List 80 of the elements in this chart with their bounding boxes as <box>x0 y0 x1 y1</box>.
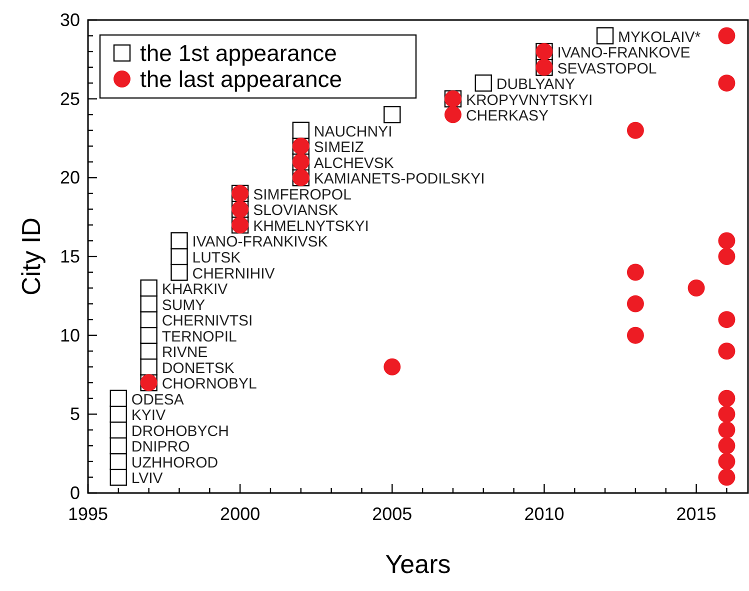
annotation: MYKOLAIV* <box>618 28 701 46</box>
point <box>626 326 644 344</box>
point <box>444 106 462 124</box>
annotation: UZHHOROD <box>131 454 218 472</box>
x-axis-title: Years <box>385 549 451 579</box>
legend-label: the last appearance <box>140 66 342 92</box>
y-axis-title: City ID <box>16 218 46 296</box>
annotation: DROHOBYCH <box>131 422 229 440</box>
point <box>718 311 736 328</box>
point <box>718 437 736 454</box>
point <box>170 264 188 281</box>
point <box>170 248 188 266</box>
y-tick-label: 5 <box>70 404 80 424</box>
point <box>384 106 401 124</box>
y-tick-label: 10 <box>60 325 80 346</box>
y-tick-label: 30 <box>60 10 80 30</box>
point <box>718 452 736 470</box>
annotation: KHMELNYTSKYI <box>253 218 369 235</box>
annotation: SLOVIANSK <box>253 202 338 220</box>
y-tick-label: 25 <box>60 88 80 109</box>
annotation: KAMIANETS-PODILSKYI <box>314 170 485 188</box>
annotation: SUMY <box>162 296 206 314</box>
point <box>718 27 736 44</box>
annotation: CHERNIHIV <box>192 265 275 282</box>
annotation: CHERNIVTSI <box>162 312 253 330</box>
point <box>718 248 736 265</box>
annotation: LVIV <box>131 470 163 488</box>
point <box>718 468 736 486</box>
point <box>718 232 736 250</box>
annotation: SEVASTOPOL <box>557 60 657 78</box>
point <box>718 421 736 438</box>
annotation: TERNOPIL <box>162 328 237 346</box>
point <box>718 390 736 407</box>
y-tick-label: 15 <box>60 246 80 266</box>
annotation: ALCHEVSK <box>314 154 394 172</box>
point <box>110 468 128 486</box>
annotation: SIMFEROPOL <box>253 186 352 204</box>
annotation: SIMEIZ <box>314 139 364 156</box>
annotation: KROPYVNYTSKYI <box>466 92 593 109</box>
point <box>688 280 705 297</box>
point <box>626 122 644 139</box>
annotation: IVANO-FRANKOVE <box>557 44 690 62</box>
annotation: NAUCHNYI <box>314 123 392 140</box>
point <box>718 406 736 423</box>
point <box>626 295 644 312</box>
y-tick-label: 20 <box>60 168 80 188</box>
legend-label: the 1st appearance <box>140 40 337 66</box>
x-tick-label: 1995 <box>68 504 108 524</box>
point <box>626 264 644 281</box>
annotation: IVANO-FRANKIVSK <box>192 234 328 251</box>
point <box>140 279 158 297</box>
annotation: CHORNOBYL <box>162 376 257 393</box>
x-tick-label: 2005 <box>372 504 412 524</box>
point <box>384 358 401 376</box>
annotation: RIVNE <box>162 344 208 362</box>
y-tick-label: 0 <box>70 483 80 503</box>
point <box>718 74 736 92</box>
annotation: ODESA <box>131 391 184 408</box>
point <box>596 27 614 44</box>
point <box>718 342 736 360</box>
point <box>140 295 158 312</box>
point <box>292 122 310 139</box>
point <box>140 342 158 360</box>
point <box>474 74 492 92</box>
annotation: DNIPRO <box>131 438 190 456</box>
point <box>110 406 128 423</box>
x-tick-label: 2000 <box>220 504 260 524</box>
annotation: DONETSK <box>162 360 234 377</box>
point <box>110 390 128 407</box>
annotation: CHERKASY <box>466 108 549 125</box>
x-tick-label: 2010 <box>524 504 564 524</box>
x-tick-label: 2015 <box>676 504 716 524</box>
point <box>140 326 158 344</box>
annotation: KHARKIV <box>162 281 228 298</box>
annotation: LUTSK <box>192 250 241 266</box>
point <box>170 232 188 250</box>
point <box>110 437 128 454</box>
point <box>140 310 158 328</box>
annotation: KYIV <box>131 407 166 424</box>
annotation: DUBLYANY <box>496 76 576 94</box>
